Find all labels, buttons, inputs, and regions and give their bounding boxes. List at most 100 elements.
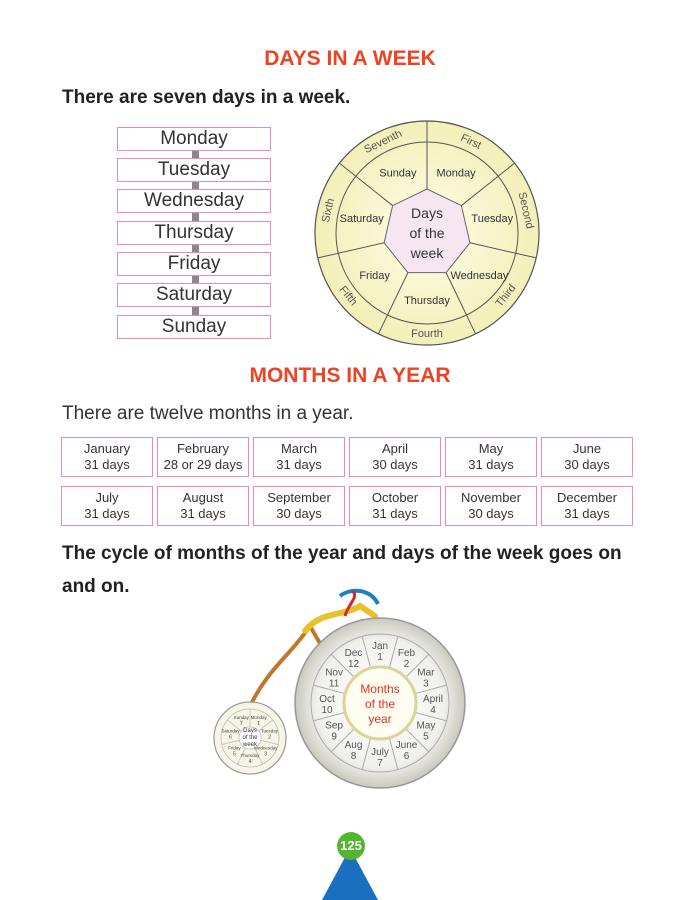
- month-name: July: [95, 490, 119, 505]
- month-box-march: March 31 days: [253, 437, 345, 477]
- month-days: 31 days: [84, 506, 130, 521]
- big-wheel-divider: [313, 684, 346, 695]
- wheel-day-sunday: Sunday: [379, 168, 417, 180]
- wheel-center-line-1: Days: [411, 205, 443, 221]
- small-wheel-day: Thursday: [241, 753, 261, 758]
- small-wheel-day: Friday: [228, 746, 241, 751]
- small-wheel-divider: [254, 747, 263, 765]
- wheel-divider: [317, 242, 385, 259]
- small-wheel-day: Sunday: [234, 715, 250, 720]
- connector: [192, 244, 199, 253]
- small-wheel-divider: [221, 740, 240, 745]
- wheel-divider: [377, 272, 409, 335]
- small-wheel-day-number: 7: [240, 721, 243, 727]
- cycle-text-line-2: and on.: [62, 576, 130, 597]
- page-number: 125: [337, 832, 365, 860]
- month-days: 30 days: [468, 506, 514, 521]
- big-wheel-month: April: [423, 694, 443, 705]
- wheel-divider: [461, 162, 515, 206]
- month-days: 30 days: [564, 457, 610, 472]
- big-wheel-divider: [405, 728, 430, 753]
- big-hub-line-1: Months: [360, 682, 399, 696]
- big-hub-line-2: of the: [365, 697, 395, 711]
- days-heading: DAYS IN A WEEK: [264, 47, 436, 70]
- days-intro: There are seven days in a week.: [62, 87, 351, 108]
- small-wheel-divider: [260, 740, 279, 745]
- big-wheel-month-number: 10: [321, 705, 333, 716]
- month-name: November: [461, 490, 521, 505]
- big-wheel-month-number: 7: [377, 758, 383, 769]
- big-wheel-ring: [310, 633, 450, 773]
- month-box-april: April 30 days: [349, 437, 441, 477]
- wheel-center-line-3: week: [410, 245, 445, 261]
- month-name: February: [176, 441, 230, 456]
- connector: [192, 307, 199, 316]
- day-item-sunday: Sunday: [117, 315, 271, 339]
- big-wheel-month: Jan: [372, 641, 388, 652]
- month-name: January: [83, 441, 131, 456]
- wheel-ordinal-sixth: Sixth: [320, 197, 337, 224]
- bicycle-frame: [248, 624, 312, 707]
- month-name: August: [182, 490, 224, 505]
- big-wheel-month: Dec: [345, 648, 363, 659]
- wheel-divider: [445, 272, 477, 335]
- month-name: September: [267, 490, 331, 505]
- small-wheel-divider: [258, 719, 273, 732]
- wheel-day-monday: Monday: [437, 168, 477, 180]
- big-wheel-month: July: [371, 747, 389, 758]
- big-wheel-month-number: 8: [351, 751, 357, 762]
- months-intro: There are twelve months in a year.: [62, 403, 354, 424]
- big-wheel-month: Mar: [417, 668, 435, 679]
- month-box-october: October 31 days: [349, 486, 441, 526]
- big-wheel-month: Feb: [398, 648, 416, 659]
- big-wheel-divider: [388, 636, 399, 669]
- day-item-saturday: Saturday: [117, 283, 271, 307]
- small-wheel-day-number: 4: [249, 759, 252, 765]
- month-days: 31 days: [468, 457, 514, 472]
- month-box-february: February 28 or 29 days: [157, 437, 249, 477]
- big-wheel-month: Oct: [319, 694, 335, 705]
- big-wheel-divider: [414, 684, 447, 695]
- small-wheel-day-number: 6: [229, 735, 232, 741]
- big-wheel-month: Sep: [325, 721, 343, 732]
- wheel-center: [383, 188, 471, 274]
- small-wheel-day: Monday: [251, 715, 268, 720]
- month-box-august: August 31 days: [157, 486, 249, 526]
- day-item-friday: Friday: [117, 252, 271, 276]
- connector: [192, 213, 199, 222]
- big-wheel-month-number: 3: [423, 679, 429, 690]
- bicycle-seat-spring: [343, 589, 357, 617]
- connector: [192, 181, 199, 190]
- connector: [192, 150, 199, 159]
- months-heading: MONTHS IN A YEAR: [249, 364, 451, 387]
- month-name: October: [371, 490, 419, 505]
- small-hub-line-1: Days: [243, 728, 257, 734]
- big-wheel-hub: [342, 665, 418, 741]
- small-hub-line-3: week: [242, 742, 258, 748]
- month-name: May: [478, 441, 504, 456]
- big-wheel-divider: [405, 653, 430, 678]
- big-hub-line-3: year: [368, 712, 391, 726]
- big-wheel-divider: [361, 636, 372, 669]
- big-wheel-month: Nov: [325, 668, 343, 679]
- month-box-november: November 30 days: [445, 486, 537, 526]
- month-box-january: January 31 days: [61, 437, 153, 477]
- small-wheel-day-number: 3: [264, 752, 267, 758]
- month-name: March: [280, 441, 318, 456]
- wheel-divider: [469, 242, 537, 259]
- big-wheel-divider: [330, 728, 355, 753]
- month-days: 30 days: [276, 506, 322, 521]
- wheel-day-thursday: Thursday: [404, 295, 450, 307]
- big-wheel-divider: [361, 737, 372, 770]
- big-wheel-month-number: 1: [377, 652, 383, 663]
- cycle-text-line-1: The cycle of months of the year and days…: [62, 543, 622, 564]
- big-wheel-month: Aug: [345, 740, 363, 751]
- big-wheel-month-number: 6: [404, 751, 410, 762]
- month-box-may: May 31 days: [445, 437, 537, 477]
- handlebar-grip: [338, 588, 380, 606]
- day-item-monday: Monday: [117, 127, 271, 151]
- small-hub-line-2: of the: [242, 735, 258, 741]
- big-wheel-month-number: 5: [423, 732, 429, 743]
